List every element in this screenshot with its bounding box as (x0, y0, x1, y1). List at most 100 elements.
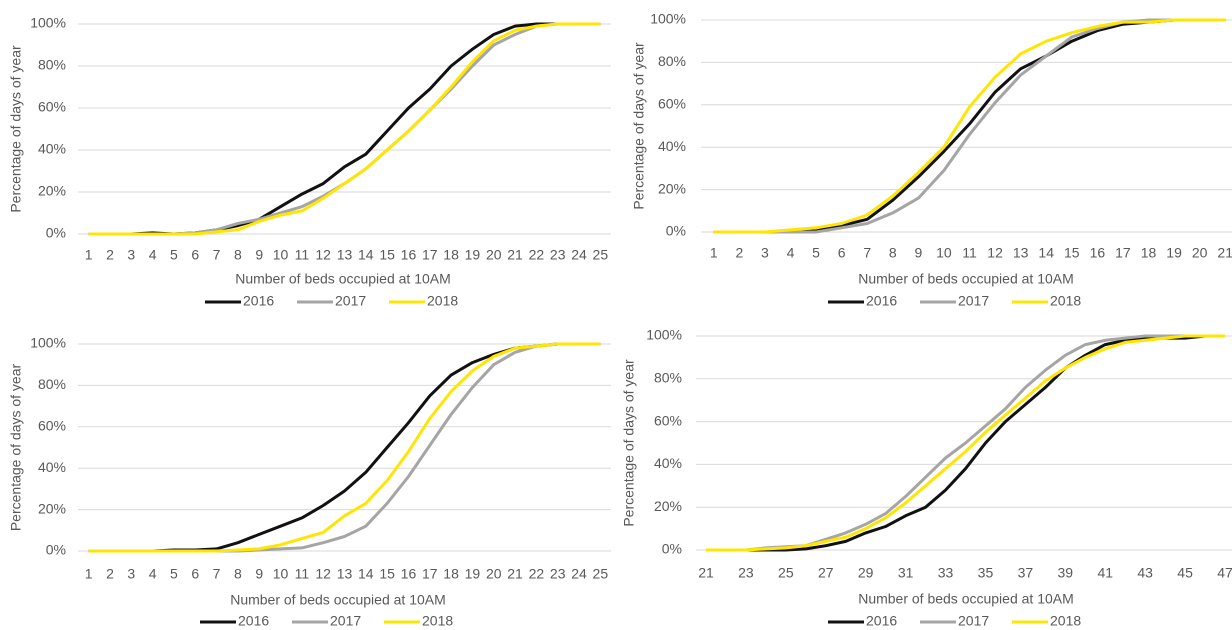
series-line (88, 342, 601, 553)
x-axis-title: Number of beds occupied at 10AM (858, 591, 1074, 607)
x-tick-label: 20 (1192, 245, 1208, 261)
x-tick-label: 20 (486, 247, 502, 263)
x-tick-label: 18 (443, 247, 459, 263)
y-axis-title: Percentage of days of year (8, 45, 24, 213)
x-tick-label: 16 (1090, 245, 1106, 261)
legend-label: 2017 (335, 293, 366, 309)
x-tick-label: 47 (1217, 565, 1232, 581)
x-tick-label: 15 (379, 566, 395, 582)
x-tick-label: 17 (1115, 245, 1131, 261)
x-tick-label: 13 (337, 247, 353, 263)
x-tick-label: 23 (738, 565, 754, 581)
y-tick-label: 60% (38, 99, 66, 115)
x-tick-label: 16 (401, 566, 417, 582)
legend-label: 2018 (1050, 293, 1081, 309)
x-tick-label: 24 (571, 247, 587, 263)
x-tick-label: 22 (529, 247, 545, 263)
y-tick-label: 60% (38, 418, 66, 434)
x-tick-label: 10 (273, 247, 289, 263)
y-tick-label: 0% (662, 541, 682, 557)
legend-label: 2016 (866, 293, 897, 309)
x-tick-label: 3 (127, 247, 135, 263)
x-tick-label: 21 (507, 247, 523, 263)
y-tick-label: 20% (658, 180, 686, 196)
x-tick-label: 8 (889, 245, 897, 261)
series-line (88, 22, 601, 236)
x-tick-label: 19 (1166, 245, 1182, 261)
x-tick-label: 2 (735, 245, 743, 261)
series-line (88, 22, 601, 236)
y-tick-label: 0% (46, 225, 66, 241)
x-tick-label: 13 (337, 566, 353, 582)
series-line (706, 334, 1225, 552)
x-tick-label: 1 (710, 245, 718, 261)
y-tick-label: 80% (654, 370, 682, 386)
x-tick-label: 2 (106, 566, 114, 582)
x-tick-label: 15 (1064, 245, 1080, 261)
y-tick-label: 100% (650, 11, 686, 27)
y-tick-label: 40% (654, 455, 682, 471)
x-tick-label: 39 (1058, 565, 1074, 581)
series-line (88, 342, 601, 553)
y-tick-label: 40% (658, 138, 686, 154)
x-tick-label: 5 (170, 566, 178, 582)
x-tick-label: 5 (812, 245, 820, 261)
x-tick-label: 8 (234, 566, 242, 582)
legend-label: 2016 (866, 613, 897, 629)
y-tick-label: 80% (38, 376, 66, 392)
y-tick-label: 0% (46, 542, 66, 558)
x-tick-label: 9 (914, 245, 922, 261)
y-tick-label: 80% (38, 57, 66, 73)
x-tick-label: 10 (936, 245, 952, 261)
series-line (88, 342, 601, 553)
x-tick-label: 23 (550, 566, 566, 582)
x-tick-label: 45 (1177, 565, 1193, 581)
x-tick-label: 6 (191, 566, 199, 582)
x-tick-label: 14 (358, 247, 374, 263)
y-tick-label: 40% (38, 141, 66, 157)
x-tick-label: 14 (358, 566, 374, 582)
x-tick-label: 19 (465, 247, 481, 263)
y-axis-title: Percentage of days of year (621, 359, 637, 527)
x-tick-label: 12 (315, 247, 331, 263)
x-tick-label: 5 (170, 247, 178, 263)
x-tick-label: 11 (962, 245, 977, 261)
x-tick-label: 4 (149, 566, 157, 582)
y-tick-label: 100% (30, 15, 66, 31)
x-tick-label: 16 (401, 247, 417, 263)
x-tick-label: 33 (938, 565, 954, 581)
y-tick-label: 20% (654, 498, 682, 514)
y-tick-label: 20% (38, 183, 66, 199)
legend-label: 2017 (330, 613, 361, 629)
x-tick-label: 11 (295, 566, 310, 582)
x-tick-label: 27 (818, 565, 834, 581)
y-tick-label: 0% (666, 223, 686, 239)
x-tick-label: 31 (898, 565, 914, 581)
y-tick-label: 100% (30, 335, 66, 351)
x-tick-label: 13 (1013, 245, 1029, 261)
x-tick-label: 3 (127, 566, 135, 582)
y-axis-title: Percentage of days of year (631, 42, 647, 210)
legend-label: 2017 (958, 293, 989, 309)
y-tick-label: 20% (38, 500, 66, 516)
x-tick-label: 7 (863, 245, 871, 261)
x-axis-title: Number of beds occupied at 10AM (230, 592, 446, 608)
x-tick-label: 12 (987, 245, 1003, 261)
x-tick-label: 11 (295, 247, 310, 263)
x-tick-label: 2 (106, 247, 114, 263)
x-tick-label: 12 (315, 566, 331, 582)
series-line (706, 334, 1225, 552)
x-tick-label: 4 (149, 247, 157, 263)
x-tick-label: 9 (255, 247, 263, 263)
x-tick-label: 25 (778, 565, 794, 581)
legend-label: 2018 (1050, 613, 1081, 629)
x-tick-label: 8 (234, 247, 242, 263)
legend-label: 2016 (243, 293, 274, 309)
y-tick-label: 60% (658, 96, 686, 112)
legend-label: 2018 (427, 293, 458, 309)
x-tick-label: 21 (698, 565, 714, 581)
x-tick-label: 3 (761, 245, 769, 261)
series-line (706, 334, 1225, 552)
